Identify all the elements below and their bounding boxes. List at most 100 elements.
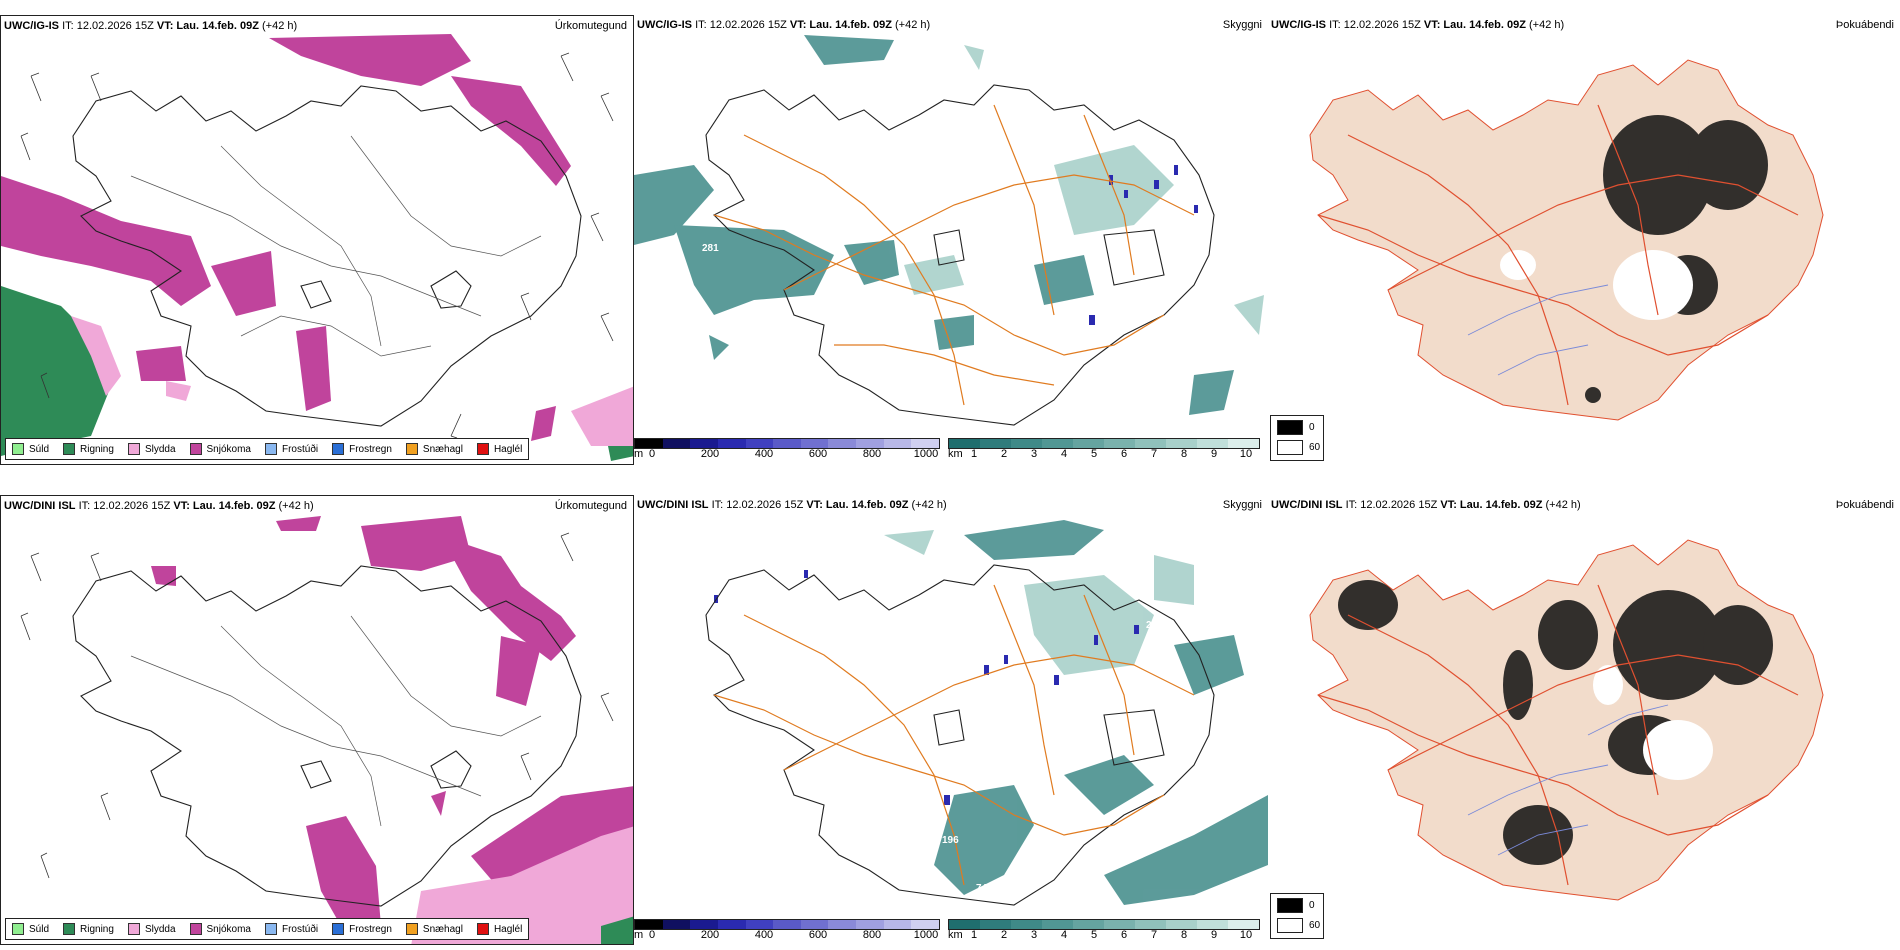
lead-time: (+42 h) [895,19,931,31]
legend-item: Haglél [476,443,522,455]
tick-label: 4 [1060,448,1068,460]
legend-label: Rigning [80,923,114,935]
legend-label: Frostúði [281,923,319,935]
tick-label: 200 [700,448,720,460]
tick-label: 9 [1210,929,1218,941]
tick-label: 8 [1180,929,1188,941]
precip-legend: Súld Rigning Slydda Snjókoma Frostúði Fr… [5,438,530,460]
panel-header: UWC/DINI ISL IT: 12.02.2026 15Z VT: Lau.… [637,499,1262,513]
fog-legend: 0 60 [1270,415,1324,461]
visibility-unit: km [948,448,963,460]
map-value-label: 28 [1146,620,1158,631]
legend-swatch [405,923,418,935]
fog-legend-item: 60 [1277,918,1320,933]
tick-label: 1 [970,929,978,941]
ceiling-unit: m [634,448,644,460]
fog-map-canvas [1309,539,1824,901]
valid-time-label: VT: [1423,19,1441,31]
visibility-colorbar-swatches [948,919,1260,930]
legend-item: Haglél [476,923,522,935]
fog-map-canvas [1309,59,1824,421]
model-name: UWC/DINI ISL [637,499,709,511]
lead-time: (+42 h) [262,20,298,32]
tick-label: 1000 [913,448,939,460]
init-time: IT: 12.02.2026 15Z [1345,499,1438,511]
tick-label: 6 [1120,448,1128,460]
lead-time: (+42 h) [1545,499,1581,511]
map-value-label: 196 [942,835,959,846]
legend-item: Snæhagl [405,443,463,455]
fog-index-map-top: UWC/IG-IS IT: 12.02.2026 15Z VT: Lau. 14… [1268,15,1900,465]
tick-label: 4 [1060,929,1068,941]
panel-header: UWC/IG-IS IT: 12.02.2026 15Z VT: Lau. 14… [1271,19,1894,33]
valid-time-label: VT: [806,499,823,511]
panel-title-precip: Úrkomutegund [554,500,627,512]
fog-legend-item: 0 [1277,898,1315,913]
tick-label: 0 [648,929,656,941]
legend-label: Slydda [144,923,176,935]
tick-label: 0 [648,448,656,460]
model-name: UWC/IG-IS [1271,19,1326,31]
tick-label: 6 [1120,929,1128,941]
model-name: UWC/DINI ISL [4,500,76,512]
legend-label: Frostregn [349,923,392,935]
panel-title-visibility: Skyggni [1222,19,1262,31]
legend-label: Snæhagl [422,443,463,455]
legend-label: Snjókoma [206,443,251,455]
init-time: IT: 12.02.2026 15Z [78,500,171,512]
legend-label: Frostregn [349,443,392,455]
lead-time: (+42 h) [911,499,947,511]
valid-time: Lau. 14.feb. 09Z [176,20,259,32]
legend-swatch [12,443,24,455]
legend-swatch [63,443,76,455]
legend-swatch [264,443,277,455]
legend-item: Snjókoma [189,443,251,455]
visibility-unit: km [948,929,963,941]
legend-label: Slydda [144,443,176,455]
map-value-label: 183 [934,393,951,404]
tick-label: 1000 [913,929,939,941]
legend-item: Súld [12,923,49,935]
map-value-label: 281 [702,243,719,254]
valid-time: Lau. 14.feb. 09Z [825,499,909,511]
legend-item: Súld [12,443,49,455]
init-time: IT: 12.02.2026 15Z [695,19,787,31]
tick-label: 5 [1090,448,1098,460]
legend-swatch [189,443,202,455]
fog-index-map-bottom: UWC/DINI ISL IT: 12.02.2026 15Z VT: Lau.… [1268,495,1900,945]
tick-label: 10 [1239,929,1253,941]
panel-title-visibility: Skyggni [1222,499,1262,511]
panel-title-fog: Þokuábendi [1835,19,1894,31]
legend-label: Súld [29,923,50,935]
visibility-map-bottom: UWC/DINI ISL IT: 12.02.2026 15Z VT: Lau.… [634,495,1268,945]
legend-swatch [264,923,277,935]
visibility-colorbar: km 1 2 3 4 5 6 7 8 9 10 [948,438,1264,465]
tick-label: 7 [1150,448,1158,460]
map-value-label: 740 [976,883,993,894]
visibility-colorbar: km 1 2 3 4 5 6 7 8 9 10 [948,919,1264,945]
legend-item: Slydda [127,923,176,935]
tick-label: 5 [1090,929,1098,941]
valid-time-label: VT: [156,20,174,32]
ceiling-colorbar: m 0 200 400 600 800 1000 [634,438,944,465]
model-name: UWC/IG-IS [4,20,59,32]
legend-item: Snjókoma [189,923,251,935]
legend-label: Rigning [80,443,114,455]
tick-label: 400 [754,448,774,460]
legend-item: Slydda [127,443,176,455]
legend-label: Snjókoma [206,923,251,935]
tick-label: 2 [1000,929,1008,941]
tick-label: 600 [808,929,828,941]
tick-label: 10 [1239,448,1253,460]
legend-item: Frostúði [264,923,319,935]
fog-legend: 0 60 [1270,893,1324,939]
map-value-label: 158 [1062,817,1079,828]
tick-label: 600 [808,448,828,460]
tick-label: 800 [862,448,882,460]
visibility-map-canvas [634,35,1264,426]
panel-header: UWC/IG-IS IT: 12.02.2026 15Z VT: Lau. 14… [4,20,627,34]
precip-type-map-bottom: UWC/DINI ISL IT: 12.02.2026 15Z VT: Lau.… [0,495,634,945]
tick-label: 7 [1150,929,1158,941]
tick-label: 800 [862,929,882,941]
tick-label: 200 [700,929,720,941]
